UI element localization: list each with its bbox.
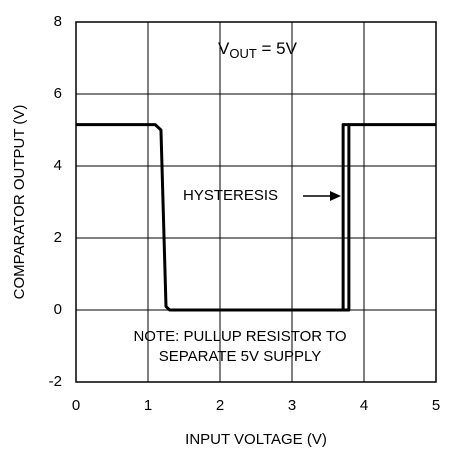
- x-tick-label: 1: [144, 397, 152, 414]
- y-tick-label: 4: [54, 157, 62, 174]
- y-tick-label: 8: [54, 13, 62, 30]
- y-tick-label: 0: [54, 301, 62, 318]
- y-axis-label: COMPARATOR OUTPUT (V): [11, 105, 28, 300]
- x-tick-label: 2: [216, 397, 224, 414]
- x-axis-label: INPUT VOLTAGE (V): [185, 431, 327, 448]
- vout-rest: = 5V: [257, 39, 298, 58]
- x-tick-label: 0: [72, 397, 80, 414]
- arrow-head: [330, 191, 341, 201]
- note-line: SEPARATE 5V SUPPLY: [159, 348, 322, 365]
- data-line: [76, 123, 436, 312]
- x-tick-label: 4: [360, 397, 368, 414]
- x-tick-label: 3: [288, 397, 296, 414]
- x-tick-label: 5: [432, 397, 440, 414]
- y-tick-label: 6: [54, 85, 62, 102]
- note-line: NOTE: PULLUP RESISTOR TO: [133, 328, 346, 345]
- y-tick-label: 2: [54, 229, 62, 246]
- vout-main: V: [218, 39, 230, 58]
- vout-annotation: VOUT = 5V: [218, 39, 298, 61]
- y-tick-label: -2: [49, 373, 62, 390]
- plot-frame: [75, 21, 437, 383]
- hysteresis-label: HYSTERESIS: [183, 187, 278, 204]
- vout-sub: OUT: [229, 46, 257, 61]
- data-line: [339, 123, 349, 312]
